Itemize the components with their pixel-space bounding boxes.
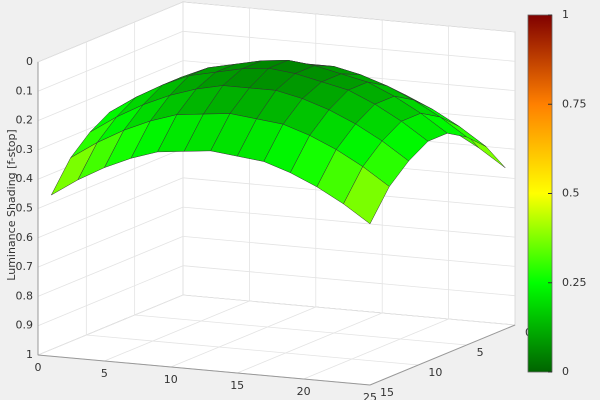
grid-line xyxy=(303,318,449,380)
grid-line xyxy=(182,206,516,238)
grid-line xyxy=(37,148,184,209)
colorbar-tick-label: 0.5 xyxy=(562,187,580,200)
grid-line xyxy=(182,294,516,326)
x-tick-label: 10 xyxy=(164,373,178,386)
z-tick-label: 1 xyxy=(26,348,33,361)
grid-line xyxy=(37,177,184,239)
grid-line xyxy=(182,30,516,62)
colorbar-tick-label: 0 xyxy=(562,365,569,378)
z-tick-label: 0.7 xyxy=(16,260,34,273)
z-tick-label: 0 xyxy=(26,55,33,68)
z-tick-label: 0.5 xyxy=(16,202,34,215)
z-axis-label: Luminance Shading [f-stop] xyxy=(5,129,18,280)
grid-line xyxy=(37,60,184,121)
colorbar-tick-label: 0.75 xyxy=(562,97,587,110)
grid-line xyxy=(37,30,184,92)
y-tick-label: 15 xyxy=(380,386,394,399)
x-tick-label: 5 xyxy=(101,367,108,380)
z-tick-label: 0.6 xyxy=(16,231,34,244)
z-tick-label: 0.2 xyxy=(16,114,34,127)
z-tick-label: 0.8 xyxy=(16,289,34,302)
grid-line xyxy=(182,1,516,33)
grid-line xyxy=(237,312,383,374)
grid-line xyxy=(37,294,184,356)
grid-line xyxy=(37,236,184,297)
grid-line xyxy=(37,206,184,268)
grid-line xyxy=(170,306,316,368)
x-tick-label: 0 xyxy=(35,361,42,374)
axis-line xyxy=(37,354,371,386)
axis-line xyxy=(369,324,516,386)
x-tick-label: 20 xyxy=(297,385,311,398)
y-tick-label: 5 xyxy=(477,346,484,359)
grid-line xyxy=(182,265,516,297)
z-tick-label: 0.9 xyxy=(16,319,34,332)
x-tick-label: 25 xyxy=(363,391,377,400)
grid-line xyxy=(37,265,184,327)
z-tick-label: 0.3 xyxy=(16,143,34,156)
y-tick-label: 10 xyxy=(428,366,442,379)
surface-face xyxy=(343,166,390,225)
colorbar-tick-label: 0.25 xyxy=(562,276,587,289)
z-tick-label: 0.1 xyxy=(16,84,34,97)
z-tick-label: 0.4 xyxy=(16,172,34,185)
grid-line xyxy=(182,236,516,267)
grid-line xyxy=(37,1,184,63)
grid-line xyxy=(86,334,419,366)
grid-line xyxy=(104,300,250,362)
grid-line xyxy=(134,314,467,346)
x-tick-label: 15 xyxy=(230,379,244,392)
colorbar-tick-label: 1 xyxy=(562,8,569,21)
